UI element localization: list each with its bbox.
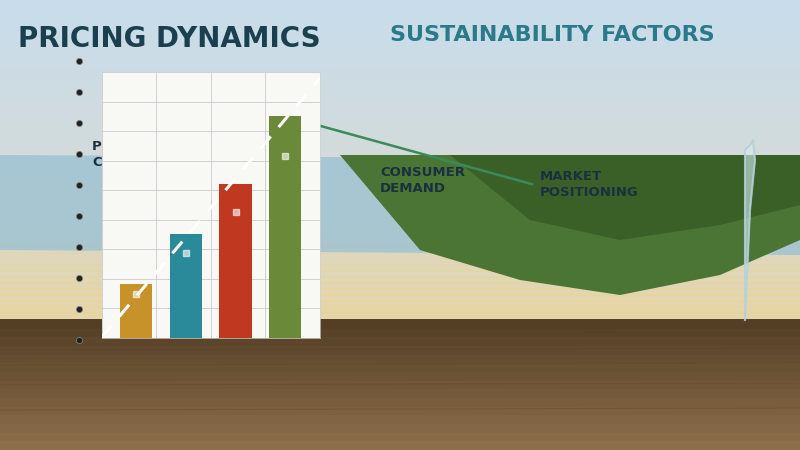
Bar <box>170 234 202 338</box>
Bar <box>0 246 800 254</box>
Bar <box>0 258 800 266</box>
Bar <box>0 306 800 314</box>
Bar <box>0 288 800 296</box>
Bar <box>0 270 800 278</box>
Bar <box>0 300 800 308</box>
Bar <box>0 216 800 224</box>
Bar <box>0 281 800 292</box>
Bar <box>0 432 800 441</box>
Bar <box>0 252 800 260</box>
Bar <box>0 441 800 450</box>
Bar <box>0 146 800 158</box>
Bar <box>0 423 800 432</box>
Bar <box>219 184 252 338</box>
Bar <box>0 276 800 284</box>
Polygon shape <box>0 155 800 255</box>
Bar <box>0 228 800 236</box>
Bar <box>0 34 800 45</box>
Bar <box>0 371 800 381</box>
Bar <box>0 210 800 218</box>
Polygon shape <box>0 155 800 255</box>
Bar <box>0 388 800 398</box>
Bar <box>0 439 800 450</box>
Text: PRODUCTION
COSTS: PRODUCTION COSTS <box>92 140 191 170</box>
Bar <box>0 222 800 230</box>
Bar <box>0 191 800 202</box>
Text: CONSUMER
DEMAND: CONSUMER DEMAND <box>380 166 465 194</box>
Bar <box>0 394 800 405</box>
Bar <box>0 236 800 248</box>
Bar <box>0 198 800 206</box>
Bar <box>0 56 800 68</box>
Bar <box>0 264 800 272</box>
Bar <box>0 158 800 169</box>
Text: SUSTAINABILITY FACTORS: SUSTAINABILITY FACTORS <box>390 25 714 45</box>
Bar <box>0 397 800 407</box>
Bar <box>120 284 153 338</box>
Bar <box>0 248 800 259</box>
Bar <box>0 112 800 124</box>
Bar <box>0 204 800 212</box>
Bar <box>0 315 800 326</box>
Bar <box>0 354 800 363</box>
Bar <box>0 135 800 146</box>
Bar <box>0 270 800 281</box>
Bar <box>0 294 800 302</box>
Bar <box>0 292 800 304</box>
Bar <box>0 79 800 90</box>
Bar <box>0 240 800 248</box>
Bar <box>0 326 800 338</box>
Bar <box>0 124 800 135</box>
Bar <box>0 214 800 225</box>
Polygon shape <box>340 155 800 295</box>
Bar <box>0 362 800 372</box>
Bar <box>0 282 800 290</box>
Bar <box>0 428 800 439</box>
Bar <box>0 360 800 371</box>
Bar <box>0 202 800 214</box>
Bar <box>0 416 800 427</box>
Bar <box>0 336 800 346</box>
Bar <box>0 90 800 101</box>
Bar <box>0 328 800 338</box>
Bar <box>0 68 800 79</box>
Bar <box>0 414 800 424</box>
Bar <box>0 382 800 394</box>
Bar <box>0 338 800 349</box>
Bar <box>0 349 800 360</box>
Bar <box>269 116 302 338</box>
Bar <box>0 180 800 191</box>
Bar <box>0 101 800 112</box>
Bar <box>0 345 800 355</box>
Bar <box>0 45 800 56</box>
Bar <box>0 22 800 34</box>
Text: PRICING DYNAMICS: PRICING DYNAMICS <box>18 25 321 53</box>
Bar <box>0 371 800 382</box>
Polygon shape <box>450 155 800 240</box>
Bar <box>0 225 800 236</box>
Polygon shape <box>745 140 755 320</box>
Bar <box>0 380 800 389</box>
Bar <box>0 0 800 11</box>
Bar <box>0 319 800 328</box>
Bar <box>0 169 800 180</box>
Bar <box>0 234 800 242</box>
Bar <box>0 312 800 320</box>
Text: MARKET
POSITIONING: MARKET POSITIONING <box>540 171 638 199</box>
Bar <box>0 405 800 415</box>
Bar <box>0 11 800 22</box>
Bar <box>0 405 800 416</box>
Bar <box>0 259 800 270</box>
Bar <box>0 304 800 315</box>
